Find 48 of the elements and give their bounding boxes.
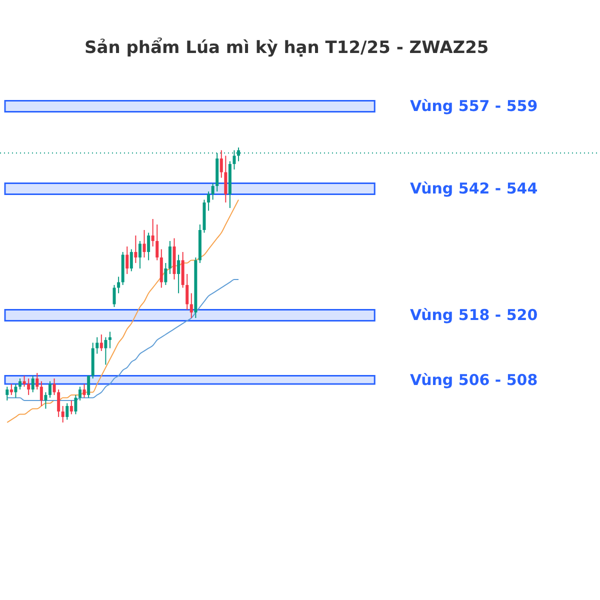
- candlestick: [10, 383, 13, 396]
- candlestick: [224, 155, 228, 203]
- candlestick: [82, 383, 86, 398]
- candlestick: [112, 284, 116, 308]
- candlestick: [168, 240, 172, 274]
- candlestick: [126, 246, 129, 274]
- candlestick: [78, 386, 82, 401]
- candlestick: [27, 378, 30, 396]
- band-label: Vùng 542 - 544: [410, 180, 538, 198]
- candlestick: [220, 150, 223, 178]
- candlestick: [177, 254, 180, 294]
- candlestick: [96, 336, 99, 354]
- candlestick: [87, 375, 90, 398]
- candlestick: [61, 405, 64, 423]
- candlestick: [117, 276, 120, 294]
- candlestick: [104, 336, 108, 366]
- band-label: Vùng 506 - 508: [410, 370, 538, 389]
- candlestick: [207, 190, 210, 212]
- band-label: Vùng 557 - 559: [410, 97, 538, 116]
- candlestick: [66, 402, 69, 420]
- candlestick: [6, 386, 9, 401]
- candlestick: [164, 262, 168, 286]
- candlestick: [130, 248, 133, 272]
- candlestick: [142, 229, 146, 258]
- candlestick: [74, 394, 78, 415]
- candlestick: [147, 232, 150, 261]
- candlestick: [190, 292, 193, 318]
- candlestick: [40, 380, 43, 406]
- candlestick: [52, 378, 56, 396]
- candlestick: [57, 388, 60, 418]
- candlestick: [70, 400, 73, 415]
- candlestick: [100, 334, 103, 352]
- candlestick: [22, 375, 26, 388]
- candlestick: [211, 182, 214, 200]
- candlestick: [31, 375, 34, 393]
- candlestick: [151, 218, 154, 247]
- candlestick: [36, 372, 39, 390]
- candlestick: [134, 234, 138, 264]
- candlestick: [186, 273, 189, 310]
- candlestick: [18, 378, 22, 390]
- candlestick: [44, 392, 48, 410]
- candlestick: [48, 380, 52, 398]
- candlestick: [108, 331, 112, 349]
- candlestick: [156, 224, 159, 261]
- candlestick: [14, 383, 18, 398]
- text: Sản phẩm Lúa mì kỳ hạn T12/25 - ZWAZ25: [84, 37, 489, 58]
- candlestick: [138, 240, 142, 269]
- band-label: Vùng 518 - 520: [410, 306, 538, 324]
